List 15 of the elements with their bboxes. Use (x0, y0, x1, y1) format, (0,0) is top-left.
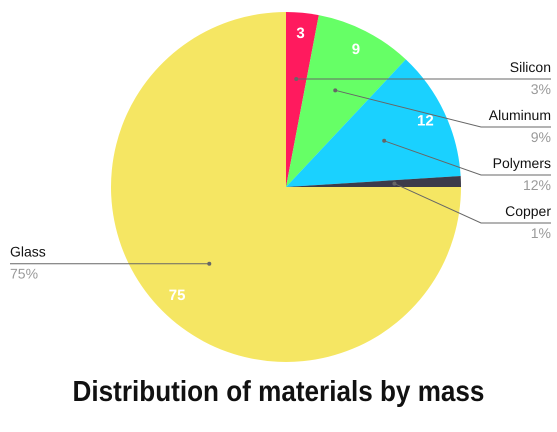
text: 75% (10, 266, 38, 282)
data-label: 9 (352, 40, 360, 58)
data-label: 12 (417, 112, 434, 130)
data-label: 3 (296, 24, 305, 42)
slice-label: Copper (505, 202, 552, 219)
text: 12% (522, 176, 551, 193)
text: 9% (530, 128, 551, 145)
slice-label: Silicon (510, 58, 551, 75)
text: 1% (530, 224, 551, 241)
slice-label: Polymers (492, 154, 551, 171)
text: Distribution of materials by mass (72, 376, 486, 409)
slice-label: Glass (10, 244, 46, 260)
text: 3% (530, 80, 551, 97)
data-label: 75 (168, 287, 186, 304)
slice-label: Aluminum (488, 106, 551, 123)
